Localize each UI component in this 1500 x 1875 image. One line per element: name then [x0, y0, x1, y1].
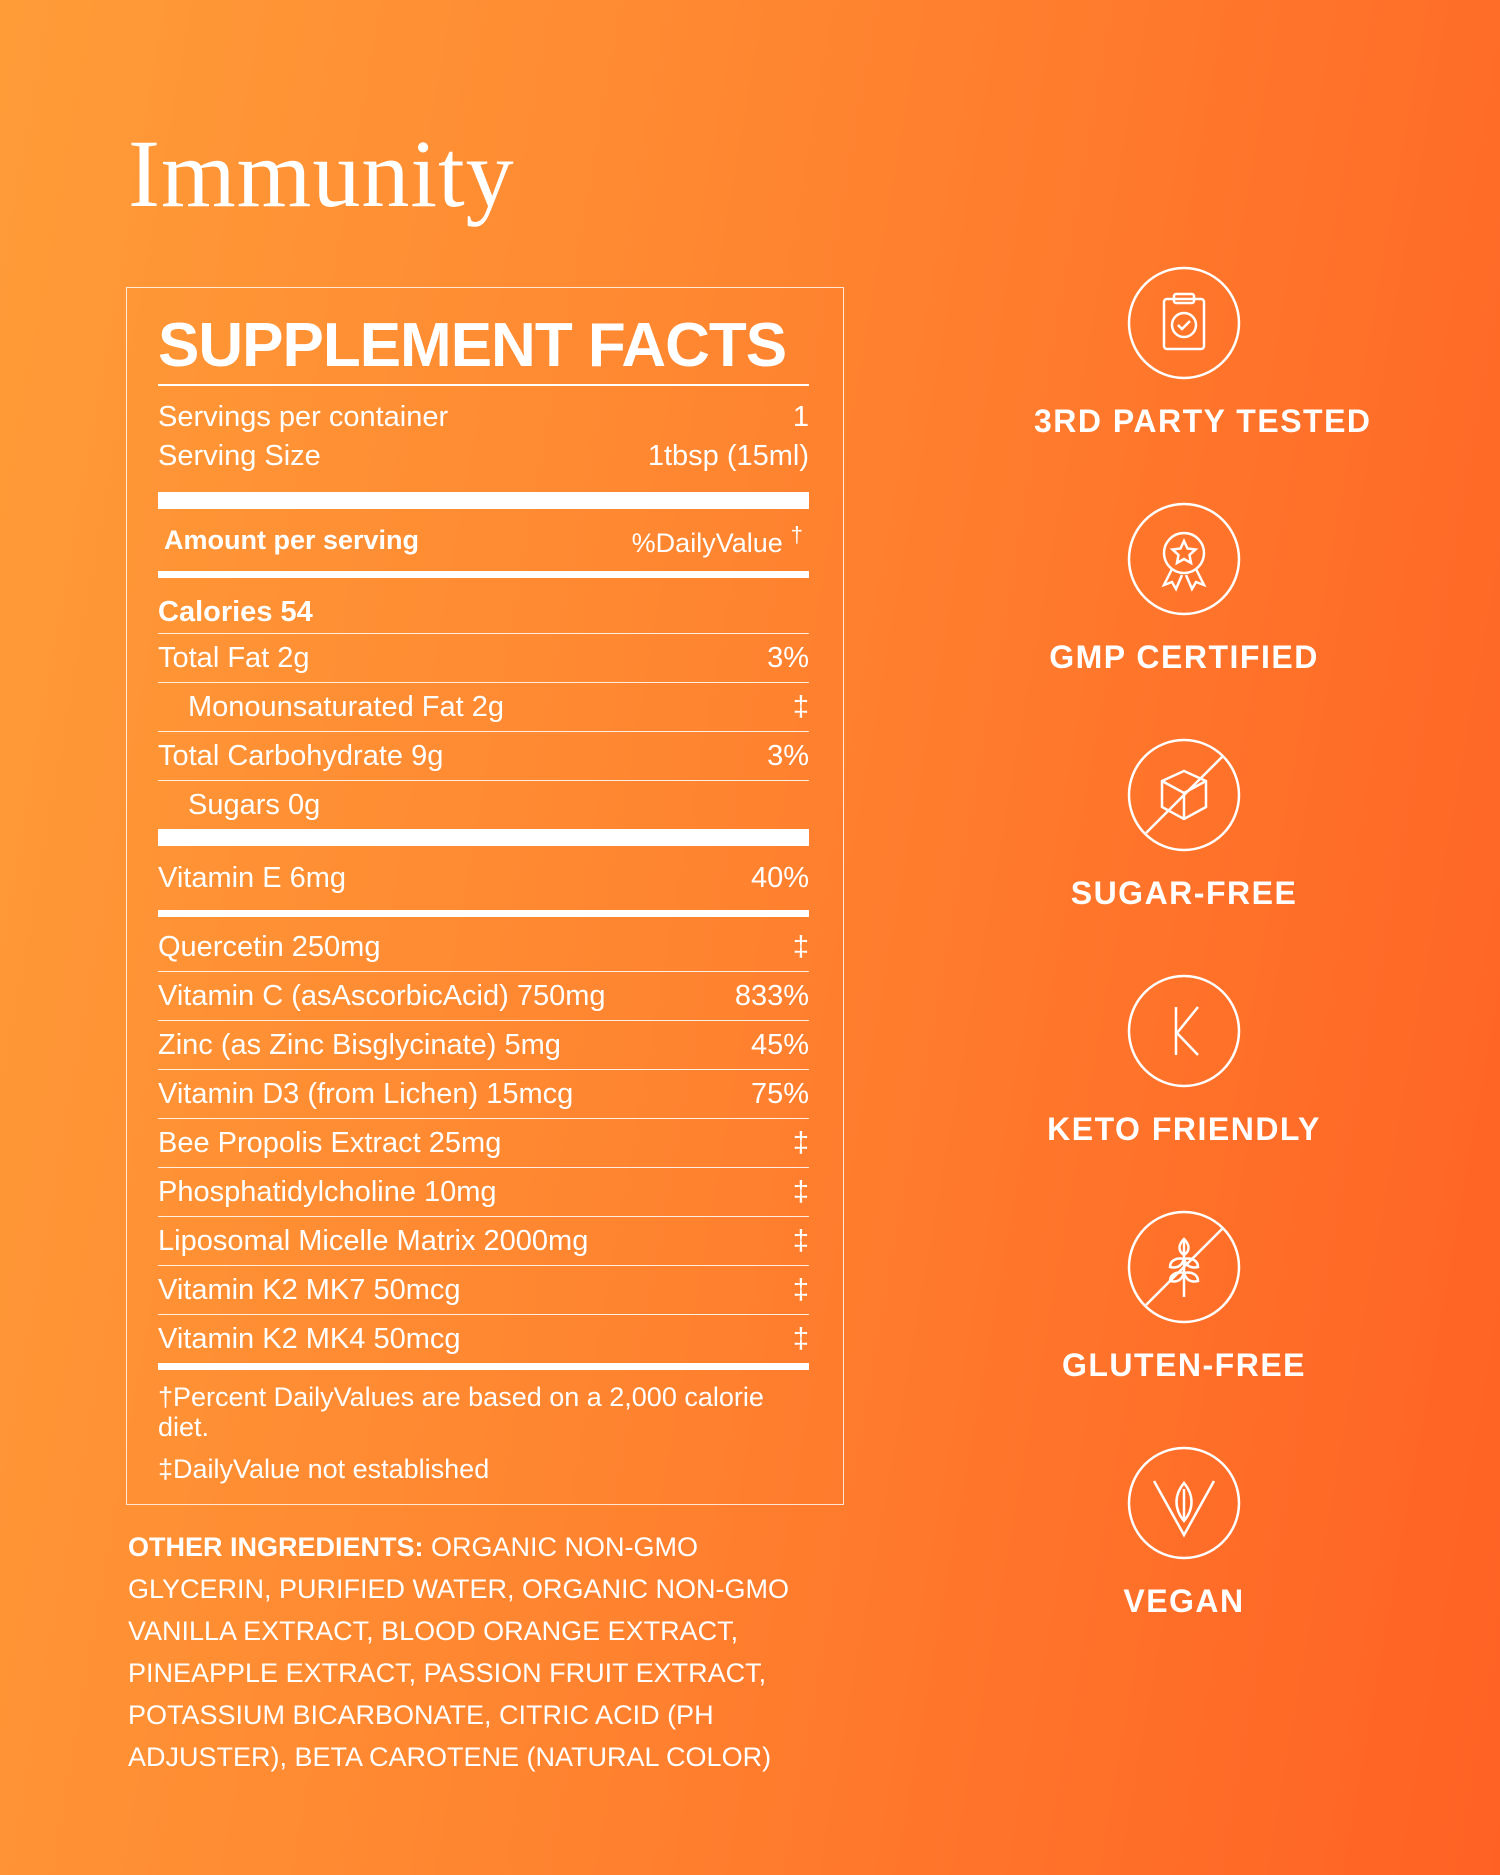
- footnote: ‡DailyValue not established: [158, 1454, 490, 1484]
- nutrient-dv: ‡: [792, 1273, 809, 1306]
- nutrient-dv: 3%: [767, 641, 809, 674]
- badge-icon: [1127, 974, 1241, 1088]
- vitamins: Vitamin E 6mg 40%: [158, 846, 809, 910]
- nutrient-dv: 45%: [750, 1028, 809, 1061]
- badge: VEGAN: [1034, 1445, 1334, 1620]
- amount-header: Amount per serving %DailyValue †: [158, 509, 809, 571]
- nutrient-dv: ‡: [792, 1224, 809, 1257]
- badge: GMP CERTIFIED: [1034, 501, 1334, 676]
- other-text: ORGANIC NON-GMO GLYCERIN, PURIFIED WATER…: [128, 1532, 790, 1772]
- nutrient-label: Monounsaturated Fat 2g: [188, 690, 504, 723]
- amount-dv: %DailyValue †: [632, 522, 803, 559]
- amount-label: Amount per serving: [164, 524, 420, 555]
- nutrient-label: Vitamin D3 (from Lichen) 15mcg: [158, 1077, 574, 1110]
- servings: Servings per container 1 Serving Size 1tbsp…: [158, 386, 809, 492]
- badge-icon: [1127, 266, 1241, 380]
- nutrient-dv: ‡: [792, 1322, 809, 1355]
- serving-row: Serving Size 1tbsp (15ml): [158, 437, 809, 476]
- nutrient-label: Liposomal Micelle Matrix 2000mg: [158, 1224, 589, 1257]
- dv-label: %DailyValue: [631, 527, 783, 558]
- badge-label: SUGAR-FREE: [1070, 875, 1298, 911]
- nutrient-row: Total Fat 2g 3%: [158, 634, 809, 683]
- badge: SUGAR-FREE: [1034, 737, 1334, 912]
- nutrient-row: Total Carbohydrate 9g 3%: [158, 732, 809, 781]
- nutrient-label: Total Carbohydrate 9g: [158, 739, 444, 772]
- divider: [158, 829, 809, 846]
- footnotes: †Percent DailyValues are based on a 2,00…: [158, 1370, 809, 1484]
- nutrient-row: Sugars 0g: [158, 781, 809, 829]
- nutrient-dv: 75%: [750, 1077, 809, 1110]
- nutrient-row: Monounsaturated Fat 2g ‡: [158, 683, 809, 732]
- nutrient-label: Phosphatidylcholine 10mg: [158, 1175, 497, 1208]
- nutrient-row: Vitamin K2 MK7 50mcg ‡: [158, 1266, 809, 1315]
- nutrients: Total Fat 2g 3% Monounsaturated Fat 2g ‡ Tot…: [158, 634, 809, 829]
- badge-icon: [1127, 1446, 1241, 1560]
- badge: GLUTEN-FREE: [1034, 1209, 1334, 1384]
- nutrient-row: Phosphatidylcholine 10mg ‡: [158, 1168, 809, 1217]
- badge-label: VEGAN: [1123, 1583, 1245, 1619]
- badge-label: KETO FRIENDLY: [1047, 1111, 1321, 1147]
- nutrient-label: Vitamin C (asAscorbicAcid) 750mg: [158, 979, 606, 1012]
- nutrient-row: Bee Propolis Extract 25mg ‡: [158, 1119, 809, 1168]
- serving-label: Servings per container: [158, 401, 449, 433]
- badge-icon: [1127, 738, 1241, 852]
- nutrient-dv: ‡: [792, 1175, 809, 1208]
- other-label: OTHER INGREDIENTS:: [128, 1532, 424, 1562]
- serving-value: 1tbsp (15ml): [647, 440, 809, 472]
- nutrient-label: Sugars 0g: [188, 788, 321, 821]
- nutrient-row: Vitamin E 6mg 40%: [158, 846, 809, 910]
- footnote: †Percent DailyValues are based on a 2,00…: [158, 1382, 764, 1442]
- nutrient-label: Quercetin 250mg: [158, 930, 381, 963]
- nutrient-row: Vitamin K2 MK4 50mcg ‡: [158, 1315, 809, 1363]
- nutrient-dv: 3%: [767, 739, 809, 772]
- badge: KETO FRIENDLY: [1034, 973, 1334, 1148]
- badge-icon: [1127, 1210, 1241, 1324]
- nutrient-label: Zinc (as Zinc Bisglycinate) 5mg: [158, 1028, 561, 1061]
- nutrient-dv: ‡: [792, 1126, 809, 1159]
- badge-label: GMP CERTIFIED: [1049, 639, 1319, 675]
- divider: [158, 1363, 809, 1370]
- nutrient-label: Vitamin K2 MK4 50mcg: [158, 1322, 461, 1355]
- badge: 3RD PARTY TESTED: [1034, 265, 1372, 440]
- divider: [158, 910, 809, 917]
- badge-label: GLUTEN-FREE: [1061, 1347, 1307, 1383]
- nutrient-dv: ‡: [792, 930, 809, 963]
- nutrient-label: Vitamin K2 MK7 50mcg: [158, 1273, 461, 1306]
- nutrient-row: Liposomal Micelle Matrix 2000mg ‡: [158, 1217, 809, 1266]
- title: Immunity: [128, 120, 515, 227]
- serving-row: Servings per container 1: [158, 398, 809, 437]
- calories: Calories 54: [158, 578, 809, 634]
- ingredients: Quercetin 250mg ‡ Vitamin C (asAscorbicAci…: [158, 917, 809, 1363]
- nutrient-label: Bee Propolis Extract 25mg: [158, 1126, 502, 1159]
- nutrient-label: Total Fat 2g: [158, 641, 310, 674]
- nutrient-dv: 833%: [734, 979, 809, 1012]
- supplement-facts: SUPPLEMENT FACTS Servings per container 1…: [126, 287, 844, 1505]
- nutrient-row: Vitamin D3 (from Lichen) 15mcg 75%: [158, 1070, 809, 1119]
- badge-icon: [1127, 502, 1241, 616]
- dagger: †: [790, 521, 803, 547]
- nutrient-label: Vitamin E 6mg: [158, 861, 347, 894]
- facts-heading: SUPPLEMENT FACTS: [158, 310, 809, 386]
- nutrient-dv: 40%: [750, 861, 809, 894]
- nutrient-row: Zinc (as Zinc Bisglycinate) 5mg 45%: [158, 1021, 809, 1070]
- serving-value: 1: [792, 401, 809, 433]
- nutrient-row: Quercetin 250mg ‡: [158, 923, 809, 972]
- badge-label: 3RD PARTY TESTED: [1034, 403, 1372, 439]
- other-ingredients: OTHER INGREDIENTS: ORGANIC NON-GMO GLYCE…: [128, 1526, 848, 1778]
- nutrient-dv: ‡: [792, 690, 809, 723]
- nutrient-row: Vitamin C (asAscorbicAcid) 750mg 833%: [158, 972, 809, 1021]
- divider: [158, 571, 809, 578]
- serving-label: Serving Size: [158, 440, 321, 472]
- divider: [158, 492, 809, 509]
